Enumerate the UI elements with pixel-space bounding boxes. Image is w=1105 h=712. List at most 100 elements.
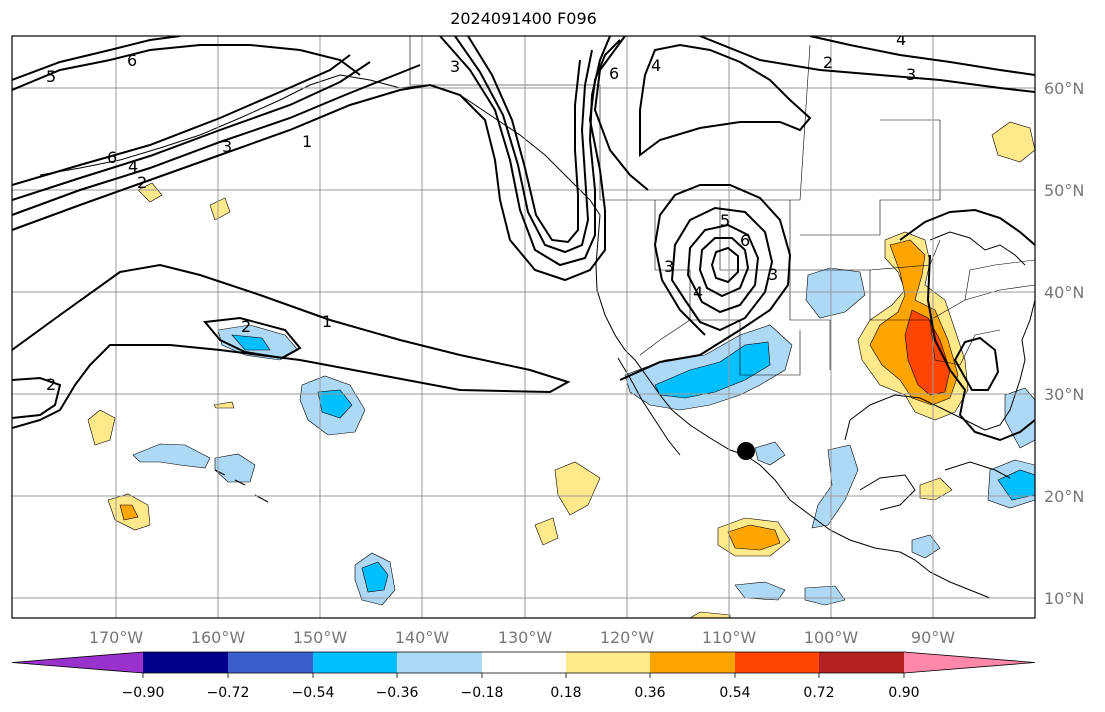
contour-low-5: [710, 246, 739, 284]
map-title: 2024091400 F096: [450, 9, 597, 28]
alaska-coast: [39, 74, 601, 216]
warm-region-baja: [534, 517, 559, 546]
colorbar-tick-label: −0.18: [461, 685, 504, 701]
cool-region-sw-us-inner: [654, 341, 771, 399]
baja-coast: [617, 357, 681, 456]
contour-trough-3: [467, 36, 581, 244]
cool-region-ep-1: [734, 581, 786, 601]
contour-label: 2: [823, 53, 833, 72]
colorbar-tick-label: 0.18: [550, 685, 581, 701]
contour-label: 3: [768, 265, 778, 284]
contour-upper-right-2: [699, 36, 1035, 93]
storm-center-marker: [737, 442, 755, 460]
contour-east-2: [926, 254, 1035, 442]
contour-label: 2: [241, 317, 251, 336]
colorbar-cell: [143, 652, 228, 673]
lat-label: 10°N: [1044, 589, 1084, 608]
latitude-labels: 60°N 50°N 40°N 30°N 20°N 10°N: [1044, 79, 1084, 608]
cool-region-mex: [754, 441, 786, 466]
warm-region-ep-orange: [727, 524, 781, 551]
lon-label: 120°W: [600, 628, 655, 647]
contour-ridge-1: [593, 36, 649, 191]
shading-positive: [87, 121, 1035, 618]
colorbar-tick-label: −0.72: [207, 685, 250, 701]
contour-label: 3: [664, 257, 674, 276]
contour-label: 6: [740, 231, 750, 250]
contour-low-2: [670, 206, 774, 332]
cool-region-hawaii: [132, 443, 211, 469]
lat-label: 30°N: [1044, 385, 1084, 404]
lon-label: 140°W: [395, 628, 450, 647]
contour-label: 4: [128, 157, 138, 176]
contour-gulf-alaska-4: [12, 54, 351, 186]
contour-label: 5: [720, 211, 730, 230]
warm-region-hawaii-n: [87, 409, 116, 446]
central-america: [899, 551, 991, 599]
colorbar-ticks: [142, 673, 905, 678]
lon-label: 100°W: [804, 628, 859, 647]
lon-label: 160°W: [191, 628, 246, 647]
colorbar-tick-label: 0.54: [719, 685, 750, 701]
north-america-west-coast: [595, 214, 746, 456]
warm-region-small-3: [213, 401, 235, 409]
great-lakes: [929, 231, 1026, 266]
contour-east-3: [953, 336, 1000, 391]
cool-region-pac-3-inner: [361, 561, 389, 593]
colorbar-tick-label: −0.54: [292, 685, 335, 701]
coastlines: [39, 74, 1035, 599]
colorbar-extend-min: [12, 652, 143, 673]
lon-label: 110°W: [702, 628, 757, 647]
lon-label: 150°W: [293, 628, 348, 647]
colorbar-cells: [11, 651, 1036, 674]
lat-label: 40°N: [1044, 283, 1084, 302]
contour-1-pacific: [12, 263, 571, 429]
contour-lines: [12, 36, 1035, 442]
contour-ridge-2: [639, 43, 812, 157]
contour-label: 4: [693, 283, 703, 302]
colorbar-tick-label: −0.36: [376, 685, 419, 701]
contour-gulf-alaska-3: [12, 61, 371, 201]
contour-low-3: [686, 223, 760, 314]
contour-label: 2: [137, 173, 147, 192]
contour-label: 4: [896, 30, 906, 49]
colorbar: −0.90 −0.72 −0.54 −0.36 −0.18 0.18 0.36 …: [11, 651, 1036, 701]
lon-label: 130°W: [498, 628, 553, 647]
contour-east-1: [899, 208, 1035, 246]
contour-low-outer: [619, 184, 792, 381]
colorbar-cell: [313, 652, 397, 673]
contour-label: 1: [302, 132, 312, 151]
contour-label: 5: [46, 67, 56, 86]
contour-label: 6: [609, 64, 619, 83]
contour-label: 6: [127, 51, 137, 70]
contour-label-group: 5 6 6 4 3 2 1 2 1 2 3 6 4 2 3 5 6 3 4 3 …: [46, 30, 916, 394]
colorbar-cell: [566, 652, 650, 673]
colorbar-tick-label: 0.36: [634, 685, 665, 701]
yucatan: [859, 474, 916, 511]
warm-region-small-1: [209, 197, 231, 221]
cool-region-pac-2-inner: [317, 389, 353, 419]
colorbar-tick-label: 0.90: [888, 685, 919, 701]
warm-region-gulf-pac: [554, 461, 601, 516]
lat-label: 20°N: [1044, 487, 1084, 506]
contour-trough-2: [454, 36, 593, 254]
colorbar-cell: [397, 652, 482, 673]
map-frame: [11, 35, 1036, 619]
contour-label: 3: [450, 57, 460, 76]
colorbar-extend-max: [904, 652, 1035, 673]
graticule: [12, 36, 1035, 618]
contour-2-pacific: [12, 376, 62, 419]
gulf-coast: [844, 379, 1021, 441]
contour-nw-2: [12, 36, 181, 81]
colorbar-cell: [650, 652, 735, 673]
colorbar-cell: [482, 652, 566, 673]
colorbar-cell: [228, 652, 313, 673]
lat-label: 60°N: [1044, 79, 1084, 98]
cool-region-plains: [805, 267, 866, 319]
lat-label: 50°N: [1044, 181, 1084, 200]
contour-low-4: [698, 237, 750, 298]
colorbar-tick-label: 0.72: [803, 685, 834, 701]
contour-label: 4: [651, 56, 661, 75]
contour-label: 3: [222, 137, 232, 156]
contour-2-small: [203, 316, 302, 360]
